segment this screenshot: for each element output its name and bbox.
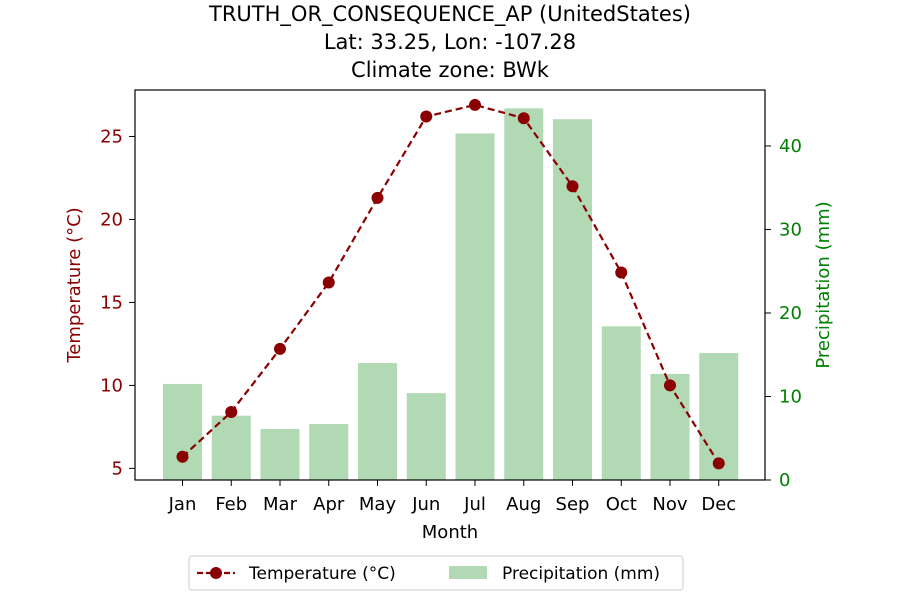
x-tick-label: Mar bbox=[263, 494, 298, 515]
temperature-point-dec bbox=[712, 457, 725, 470]
y-axis-left-label: Temperature (°C) bbox=[64, 207, 85, 363]
precipitation-bar-jan bbox=[163, 383, 202, 480]
y-left-tick-label: 15 bbox=[100, 292, 123, 313]
chart-title-line-3: Climate zone: BWk bbox=[351, 58, 550, 82]
legend-temperature-marker bbox=[210, 567, 222, 579]
legend-precipitation-swatch bbox=[449, 566, 487, 579]
y-axis-right: 0 10 20 30 40 bbox=[765, 136, 802, 491]
legend-precipitation-label: Precipitation (mm) bbox=[502, 564, 660, 584]
temperature-point-jul bbox=[469, 98, 481, 111]
chart-title-line-2: Lat: 33.25, Lon: -107.28 bbox=[324, 30, 576, 54]
precipitation-bar-aug bbox=[504, 108, 544, 480]
precipitation-bars bbox=[163, 108, 739, 480]
temperature-point-nov bbox=[664, 379, 676, 392]
y-axis-right-label: Precipitation (mm) bbox=[813, 201, 834, 368]
precipitation-bar-sep bbox=[553, 119, 592, 480]
y-left-tick-label: 10 bbox=[100, 375, 123, 396]
precipitation-bar-mar bbox=[260, 429, 300, 480]
temperature-point-oct bbox=[615, 266, 628, 279]
temperature-point-aug bbox=[517, 112, 530, 125]
precipitation-bar-jun bbox=[406, 393, 446, 480]
x-tick-label: Jun bbox=[411, 494, 440, 515]
x-tick-label: Sep bbox=[556, 494, 590, 515]
temperature-point-jan bbox=[176, 450, 189, 463]
legend: Temperature (°C) Precipitation (mm) bbox=[188, 555, 684, 591]
y-right-tick-label: 20 bbox=[779, 303, 802, 324]
x-axis: Jan Feb Mar Apr May Jun Jul Aug Sep Oct Nov Dec bbox=[168, 480, 736, 515]
precipitation-bar-feb bbox=[211, 415, 251, 480]
temperature-point-apr bbox=[322, 276, 335, 289]
x-tick-label: Oct bbox=[606, 494, 637, 515]
temperature-point-mar bbox=[274, 342, 286, 355]
x-tick-label: Jul bbox=[463, 494, 486, 515]
x-tick-label: Nov bbox=[652, 494, 687, 515]
y-right-tick-label: 30 bbox=[779, 219, 802, 240]
y-axis-left: 5 10 15 20 25 bbox=[100, 126, 135, 479]
precipitation-bar-may bbox=[358, 363, 397, 480]
y-left-tick-label: 20 bbox=[100, 209, 123, 230]
y-left-tick-label: 25 bbox=[100, 126, 123, 147]
temperature-point-jun bbox=[420, 110, 433, 123]
precipitation-bar-nov bbox=[650, 373, 690, 480]
temperature-line bbox=[181, 103, 720, 464]
precipitation-bar-oct bbox=[601, 326, 641, 480]
x-tick-label: Jan bbox=[168, 494, 197, 515]
x-tick-label: Dec bbox=[701, 494, 736, 515]
x-tick-label: Feb bbox=[215, 494, 247, 515]
plot-frame bbox=[134, 89, 766, 481]
x-tick-label: Apr bbox=[313, 494, 345, 515]
y-left-tick-label: 5 bbox=[112, 458, 123, 479]
temperature-point-may bbox=[371, 191, 384, 204]
precipitation-bar-apr bbox=[309, 424, 349, 480]
x-tick-label: May bbox=[359, 494, 397, 515]
x-tick-label: Aug bbox=[506, 494, 541, 515]
y-right-tick-label: 40 bbox=[779, 136, 802, 157]
temperature-point-sep bbox=[566, 180, 579, 193]
precipitation-bar-jul bbox=[455, 133, 495, 480]
y-right-tick-label: 0 bbox=[779, 470, 790, 491]
legend-box bbox=[188, 555, 684, 591]
temperature-point-feb bbox=[225, 405, 238, 418]
legend-temperature-label: Temperature (°C) bbox=[248, 564, 396, 584]
temperature-series bbox=[176, 98, 725, 470]
x-axis-label: Month bbox=[422, 522, 478, 543]
chart-title-line-1: TRUTH_OR_CONSEQUENCE_AP (UnitedStates) bbox=[208, 2, 691, 27]
y-right-tick-label: 10 bbox=[779, 386, 802, 407]
